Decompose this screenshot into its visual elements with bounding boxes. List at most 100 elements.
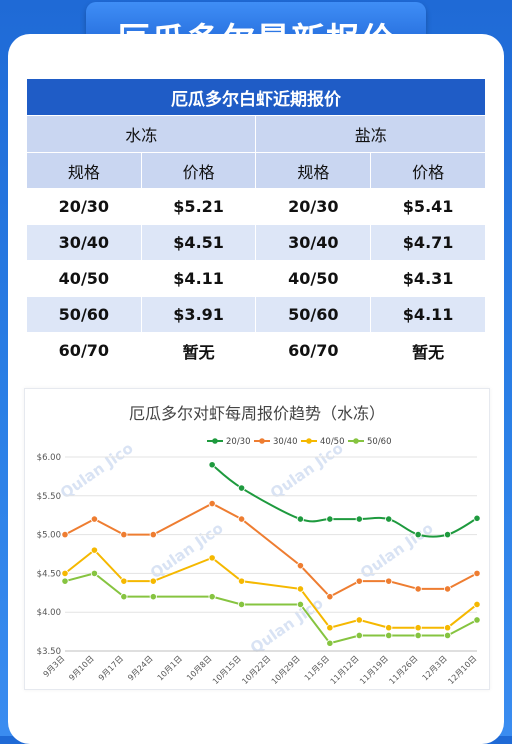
watermark-text: Qulan Jico — [357, 519, 437, 582]
data-point — [296, 585, 305, 593]
data-point — [296, 600, 305, 609]
cell-price: $3.91 — [140, 296, 257, 333]
cell-price: $5.21 — [140, 188, 257, 225]
data-point — [385, 515, 393, 523]
cell-price: 暂无 — [140, 332, 257, 369]
cell-price: $4.51 — [140, 224, 257, 261]
x-tick-label: 10月29日 — [270, 654, 302, 686]
x-tick-label: 10月8日 — [185, 654, 213, 682]
data-point — [90, 515, 99, 523]
data-point — [208, 554, 216, 562]
x-tick-label: 10月15日 — [211, 654, 243, 686]
data-point — [90, 569, 99, 577]
cell-spec: 60/70 — [255, 332, 372, 369]
data-point — [296, 515, 305, 523]
table-title-row: 厄瓜多尔白虾近期报价 — [26, 78, 486, 116]
trend-chart: 厄瓜多尔对虾每周报价趋势（水冻） Qulan Jico Qulan JicoQul… — [37, 404, 481, 686]
data-point — [237, 577, 246, 585]
cell-spec: 50/60 — [255, 296, 372, 333]
data-point — [120, 531, 128, 539]
x-tick-label: 11月12日 — [329, 654, 361, 686]
y-tick-label: $5.00 — [37, 531, 61, 541]
series-group — [61, 461, 481, 647]
table-row: 20/30 $5.21 20/30 $5.41 — [26, 188, 486, 225]
x-tick-label: 11月5日 — [303, 654, 331, 682]
cell-spec: 40/50 — [255, 260, 372, 297]
cell-price: $5.41 — [370, 188, 486, 225]
x-tick-label: 9月24日 — [126, 654, 154, 682]
cell-price: $4.31 — [370, 260, 486, 297]
data-point — [326, 624, 334, 632]
data-point — [385, 624, 393, 632]
data-point — [414, 631, 422, 640]
data-point — [296, 562, 305, 570]
cell-spec: 30/40 — [255, 224, 372, 261]
cell-spec: 30/40 — [26, 224, 142, 261]
data-point — [355, 515, 363, 523]
data-point — [385, 577, 393, 585]
cell-spec: 60/70 — [26, 332, 142, 369]
x-tick-label: 10月1日 — [156, 654, 184, 682]
data-point — [61, 569, 69, 577]
x-tick-label: 12月3日 — [421, 654, 449, 682]
watermark-text: Qulan Jico — [147, 519, 227, 582]
watermark-text: Qulan Jico — [267, 439, 347, 502]
watermark-text: Qulan Jico — [57, 439, 137, 502]
data-point — [90, 546, 99, 554]
data-point — [120, 577, 128, 585]
legend-label: 50/60 — [367, 437, 392, 447]
table-row: 60/70 暂无 60/70 暂无 — [26, 332, 486, 369]
y-tick-label: $6.00 — [37, 453, 61, 463]
cell-price: 暂无 — [370, 332, 486, 369]
series-line-20-30 — [211, 463, 478, 538]
data-point — [443, 624, 452, 632]
cell-spec: 40/50 — [26, 260, 142, 297]
legend-label: 30/40 — [273, 437, 298, 447]
data-point — [237, 515, 246, 523]
cell-price: $4.11 — [140, 260, 257, 297]
data-point — [443, 585, 452, 593]
chart-title: 厄瓜多尔对虾每周报价趋势（水冻） — [129, 404, 385, 423]
group-row: 水冻 盐冻 — [25, 115, 486, 153]
legend-label: 40/50 — [320, 437, 345, 447]
price-table: 厄瓜多尔白虾近期报价 水冻 盐冻 规格 价格 规格 价格 20/30 $5.21… — [25, 78, 486, 369]
header-spec: 规格 — [26, 152, 142, 189]
legend-marker — [259, 438, 265, 444]
table-row: 50/60 $3.91 50/60 $4.11 — [26, 296, 486, 333]
data-point — [61, 531, 69, 539]
data-point — [473, 514, 481, 522]
data-point — [414, 585, 422, 593]
header-price: 价格 — [370, 152, 486, 189]
group-water-frozen: 水冻 — [25, 115, 257, 153]
data-point — [443, 631, 452, 640]
x-tick-label: 9月10日 — [67, 654, 95, 682]
y-tick-label: $5.50 — [37, 492, 61, 502]
legend-label: 20/30 — [226, 437, 251, 447]
data-point — [208, 461, 216, 469]
data-point — [414, 531, 422, 539]
header-row: 规格 价格 规格 价格 — [26, 152, 486, 189]
legend-marker — [212, 438, 218, 444]
data-point — [326, 515, 334, 523]
data-point — [326, 593, 334, 601]
data-point — [355, 631, 363, 640]
x-tick-label: 9月3日 — [42, 654, 67, 679]
x-tick-label: 10月22日 — [240, 654, 272, 686]
cell-price: $4.71 — [370, 224, 486, 261]
data-point — [61, 577, 69, 585]
header-price: 价格 — [140, 152, 257, 189]
data-point — [414, 624, 422, 632]
data-point — [149, 531, 157, 539]
table-row: 40/50 $4.11 40/50 $4.31 — [26, 260, 486, 297]
legend: 20/30 30/40 40/50 50/60 — [207, 437, 392, 447]
data-point — [149, 577, 157, 585]
data-point — [355, 577, 363, 585]
data-point — [120, 593, 128, 601]
x-tick-label: 9月17日 — [97, 654, 125, 682]
data-point — [208, 499, 216, 508]
data-point — [208, 593, 216, 601]
cell-spec: 20/30 — [255, 188, 372, 225]
x-tick-label: 11月19日 — [358, 654, 390, 686]
cell-spec: 50/60 — [26, 296, 142, 333]
group-brine-frozen: 盐冻 — [255, 115, 486, 153]
